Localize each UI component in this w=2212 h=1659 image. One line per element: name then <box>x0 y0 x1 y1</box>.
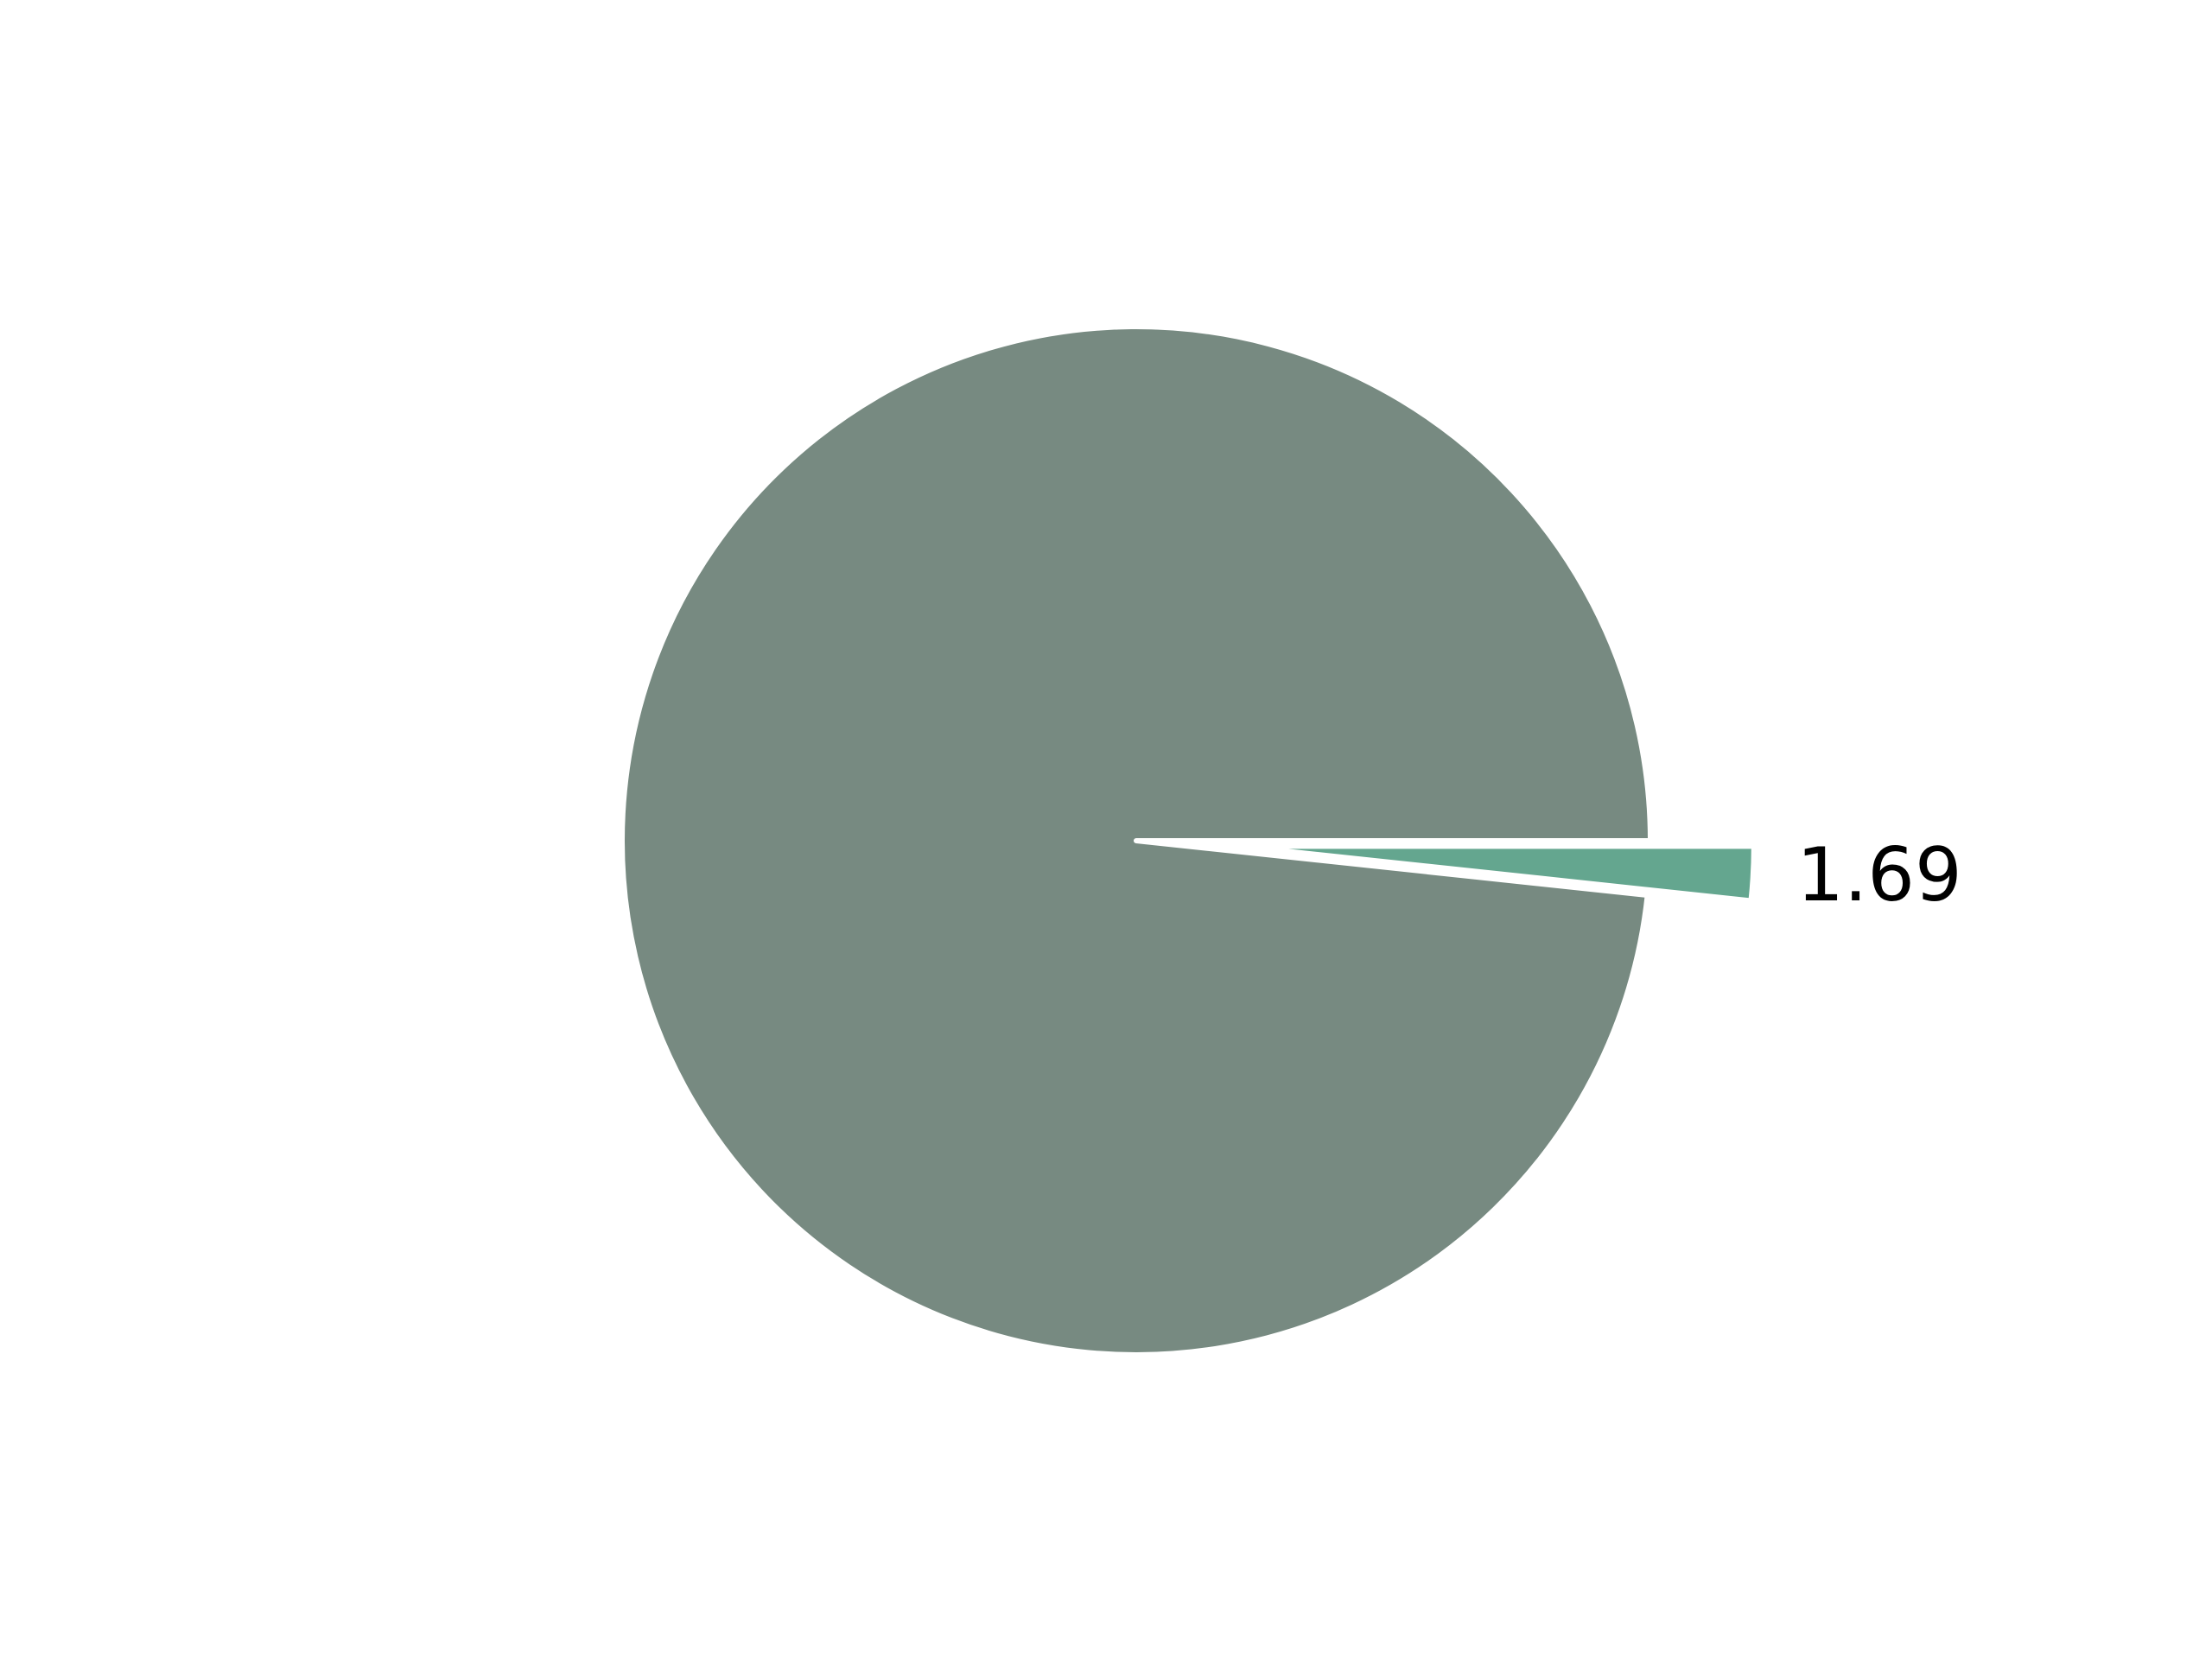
pie-slices <box>620 324 1757 1358</box>
pie-labels: 1.69 <box>1796 832 1961 918</box>
pie-slice-1 <box>1236 843 1757 904</box>
pie-slice-0 <box>620 324 1653 1358</box>
pie-slice-label-1: 1.69 <box>1796 832 1961 918</box>
